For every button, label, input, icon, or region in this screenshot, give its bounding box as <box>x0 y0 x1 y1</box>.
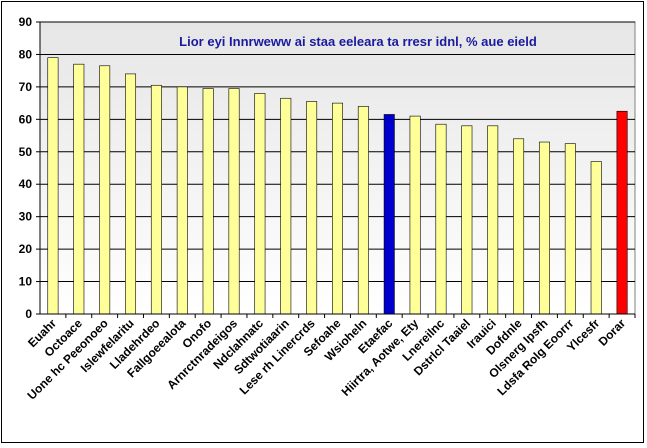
bar <box>47 57 59 315</box>
bar <box>99 65 111 315</box>
bar <box>280 97 292 315</box>
bar <box>125 73 137 315</box>
y-tick-label: 30 <box>19 210 33 224</box>
y-tick-label: 20 <box>19 242 33 256</box>
bar <box>513 138 525 315</box>
bar <box>409 115 421 315</box>
y-axis: 0 10 20 30 40 50 60 70 80 90 <box>19 15 41 321</box>
y-tick-label: 50 <box>19 145 33 159</box>
bar <box>202 88 214 315</box>
bar <box>73 63 85 315</box>
y-tick-label: 90 <box>19 15 33 29</box>
bar <box>435 123 447 315</box>
bar <box>383 114 395 315</box>
bar <box>538 141 550 315</box>
bar <box>176 86 188 315</box>
y-tick-label: 0 <box>25 307 32 321</box>
chart-title: Lior eyi Innrweww ai staa eeleara ta rre… <box>179 34 537 49</box>
bar <box>590 161 602 315</box>
x-tick-label: Dorar <box>596 316 629 349</box>
bars <box>47 57 628 315</box>
y-tick-label: 40 <box>19 177 33 191</box>
bar <box>332 102 343 315</box>
y-tick-label: 80 <box>19 47 33 61</box>
y-tick-label: 60 <box>19 112 33 126</box>
bar <box>150 84 162 315</box>
bar <box>616 110 628 315</box>
y-tick-label: 10 <box>19 275 33 289</box>
bar <box>564 143 576 315</box>
bar <box>228 88 240 315</box>
bar <box>461 125 473 315</box>
bar <box>357 106 369 315</box>
bar <box>306 101 318 315</box>
bar <box>487 125 499 315</box>
bar <box>254 93 266 315</box>
y-tick-label: 70 <box>19 80 33 94</box>
